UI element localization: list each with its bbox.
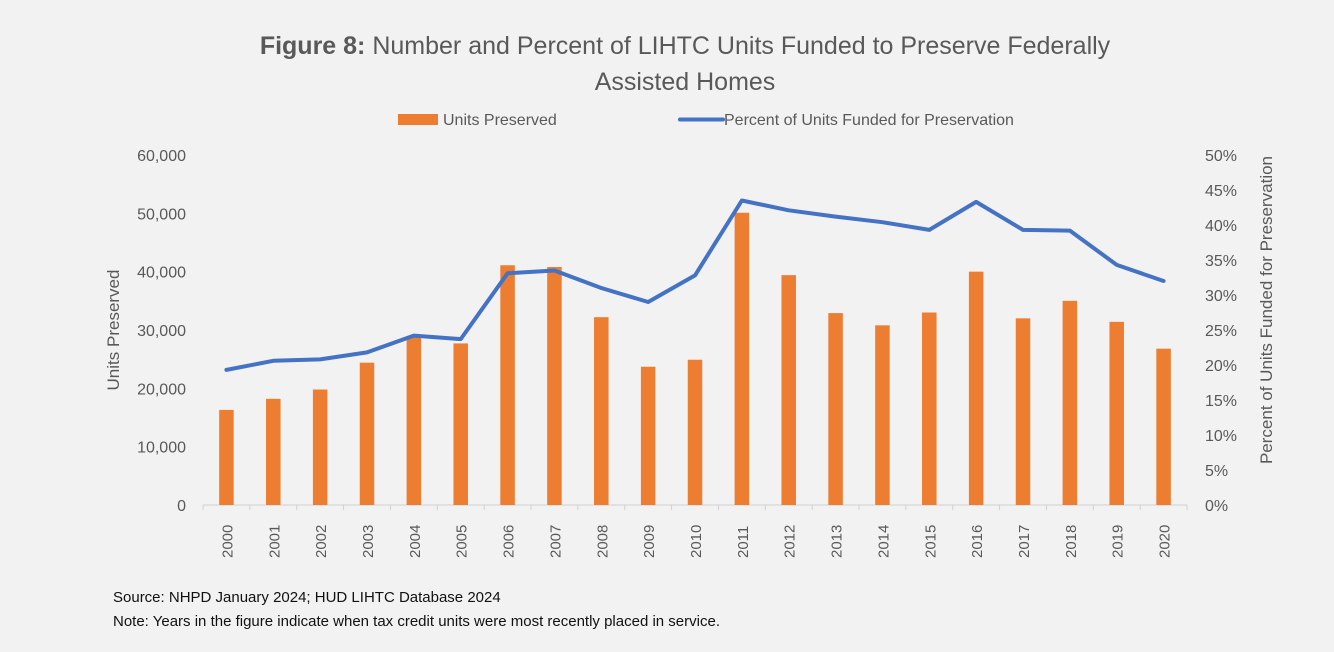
chart-title-line-1: Figure 8: Number and Percent of LIHTC Un… — [170, 28, 1200, 64]
x-tick-label: 2015 — [922, 525, 939, 558]
left-y-tick-label: 0 — [177, 498, 186, 515]
right-y-tick-label: 50% — [1205, 148, 1237, 165]
left-y-tick-label: 30,000 — [137, 323, 186, 340]
chart-svg: Units Preserved Percent of Units Funded f… — [104, 112, 1276, 558]
legend-label-units-preserved: Units Preserved — [443, 112, 557, 129]
left-y-tick-label: 60,000 — [137, 148, 186, 165]
x-tick-label: 2000 — [219, 525, 236, 558]
right-y-tick-label: 30% — [1205, 288, 1237, 305]
bar — [828, 313, 843, 505]
bar — [453, 343, 468, 505]
bar — [1109, 321, 1124, 505]
x-tick-label: 2011 — [735, 526, 752, 558]
left-y-tick-label: 50,000 — [137, 206, 186, 223]
bar — [312, 389, 328, 505]
left-y-tick-label: 20,000 — [137, 381, 186, 398]
legend-label-percent: Percent of Units Funded for Preservation — [724, 112, 1014, 129]
right-y-tick-label: 40% — [1205, 218, 1237, 235]
bar — [687, 359, 703, 505]
x-tick-label: 2007 — [547, 525, 564, 558]
left-y-tick-label: 10,000 — [137, 440, 186, 457]
bar-series — [219, 212, 1171, 505]
x-tick-label: 2012 — [782, 525, 799, 558]
right-y-tick-label: 35% — [1205, 253, 1237, 270]
right-y-axis-title: Percent of Units Funded for Preservation — [1257, 156, 1276, 464]
x-tick-label: 2019 — [1110, 525, 1127, 558]
legend-swatch-units-preserved — [398, 114, 438, 125]
bar — [1156, 348, 1171, 505]
chart-title-line-2: Assisted Homes — [594, 68, 776, 96]
bar — [500, 265, 515, 505]
x-tick-label: 2020 — [1157, 525, 1174, 558]
left-y-axis-title: Units Preserved — [104, 270, 123, 391]
right-y-tick-label: 15% — [1205, 393, 1237, 410]
x-tick-label: 2002 — [313, 525, 330, 558]
right-y-tick-label: 45% — [1205, 183, 1237, 200]
x-tick-label: 2009 — [641, 525, 658, 558]
x-tick-label: 2017 — [1016, 525, 1033, 558]
left-y-tick-label: 40,000 — [137, 265, 186, 282]
x-tick-label: 2018 — [1063, 525, 1080, 558]
bar — [547, 267, 562, 505]
x-tick-label: 2014 — [875, 525, 892, 558]
bar — [219, 409, 234, 505]
x-tick-label: 2004 — [407, 525, 424, 558]
right-y-tick-label: 5% — [1205, 463, 1228, 480]
right-y-tick-label: 0% — [1205, 498, 1228, 515]
bar — [1062, 300, 1078, 505]
line-series — [224, 198, 1166, 372]
x-tick-label: 2005 — [454, 525, 471, 558]
bar — [406, 336, 422, 505]
bar — [266, 398, 281, 505]
x-tick-label: 2016 — [969, 525, 986, 558]
bar — [875, 325, 890, 505]
bar — [922, 312, 937, 505]
x-tick-label: 2006 — [501, 525, 518, 558]
explanatory-note: Note: Years in the figure indicate when … — [113, 613, 720, 630]
bar — [781, 275, 796, 505]
x-tick-label: 2013 — [829, 525, 846, 558]
bar — [594, 317, 609, 505]
legend: Units Preserved Percent of Units Funded f… — [398, 112, 1014, 129]
right-y-tick-label: 25% — [1205, 323, 1237, 340]
x-tick-label: 2001 — [266, 525, 283, 558]
x-tick-label: 2008 — [594, 525, 611, 558]
bar — [734, 212, 750, 505]
chart-title-text: Number and Percent of LIHTC Units Funded… — [372, 32, 1111, 60]
bar — [640, 366, 656, 505]
bar — [1015, 318, 1031, 505]
bar — [359, 362, 375, 505]
chart-title-figure-number: Figure 8: — [259, 32, 366, 60]
bar — [968, 271, 984, 505]
chart-title: Figure 8: Number and Percent of LIHTC Un… — [170, 28, 1200, 100]
x-tick-label: 2003 — [360, 525, 377, 558]
right-y-tick-label: 20% — [1205, 358, 1237, 375]
source-note: Source: NHPD January 2024; HUD LIHTC Dat… — [113, 589, 501, 606]
right-y-tick-label: 10% — [1205, 428, 1237, 445]
x-tick-label: 2010 — [688, 525, 705, 558]
